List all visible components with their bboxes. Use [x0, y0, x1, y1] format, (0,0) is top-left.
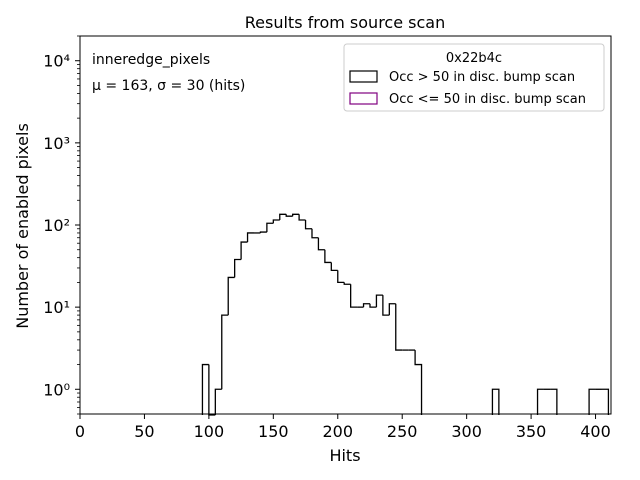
histogram-bin-0-140 [259, 231, 267, 233]
histogram-bin-0-225 [369, 303, 377, 308]
plot-frame [79, 35, 612, 415]
y-axis-label: Number of enabled pixels [13, 123, 32, 329]
histogram-bin-0-110 [221, 314, 229, 390]
x-tick-label: 50 [134, 422, 154, 441]
histogram-bin-0-95 [201, 363, 209, 415]
histogram-bin-0-260 [414, 350, 423, 415]
histogram-bin-0-355 [536, 388, 544, 415]
y-tick-label: 10⁴ [43, 52, 70, 71]
x-tick-label: 350 [516, 422, 547, 441]
x-tick-label: 200 [322, 422, 353, 441]
x-axis-label: Hits [329, 446, 360, 465]
histogram-series-group [201, 213, 610, 416]
x-tick-label: 300 [451, 422, 482, 441]
y-tick-label: 10³ [43, 134, 70, 153]
chart-title: Results from source scan [245, 13, 445, 32]
histogram-bin-0-115 [227, 276, 235, 316]
x-tick-label: 400 [580, 422, 611, 441]
histogram-bin-0-175 [304, 220, 312, 230]
legend-frame [343, 43, 605, 112]
histogram-bin-0-200 [337, 270, 345, 284]
annotation-pixel-group: inneredge_pixels [92, 52, 210, 68]
legend-swatch-occ-low [349, 92, 378, 105]
histogram-bin-0-230 [375, 294, 383, 308]
annotation-statistics: μ = 163, σ = 30 (hits) [92, 78, 245, 94]
histogram-bin-0-195 [330, 262, 338, 272]
histogram-bin-0-170 [298, 214, 306, 221]
histogram-bin-0-210 [350, 284, 358, 308]
legend-swatch-occ-high [349, 70, 378, 83]
histogram-bin-0-405 [601, 388, 610, 415]
histogram-bin-0-220 [362, 303, 370, 308]
histogram-bin-0-160 [285, 214, 293, 217]
histogram-bin-0-180 [311, 228, 319, 239]
histogram-bin-0-320 [491, 388, 500, 415]
histogram-bin-0-130 [246, 232, 254, 243]
histogram-bin-0-120 [234, 258, 242, 278]
histogram-bin-0-150 [272, 219, 280, 224]
histogram-bin-0-240 [388, 303, 396, 316]
histogram-bin-0-165 [292, 213, 300, 217]
y-tick-label: 10¹ [43, 298, 70, 317]
x-tick-label: 100 [194, 422, 225, 441]
y-axis-ticks: 10⁰ 10¹ 10² 10³ 10⁴ [43, 35, 80, 415]
histogram-bin-0-235 [382, 295, 390, 316]
histogram-bin-0-105 [214, 388, 222, 415]
x-tick-label: 250 [387, 422, 418, 441]
y-tick-label: 10² [43, 216, 70, 235]
histogram-bin-0-365 [550, 388, 558, 415]
histogram-bin-0-395 [588, 388, 596, 415]
histogram-bin-0-155 [279, 213, 287, 221]
histogram-bin-0-245 [395, 303, 403, 351]
histogram-bin-0-190 [324, 249, 332, 264]
legend-label-occ-low: Occ <= 50 in disc. bump scan [389, 92, 586, 107]
histogram-bin-0-145 [266, 222, 274, 233]
x-tick-label: 150 [258, 422, 289, 441]
y-tick-label: 10⁰ [43, 380, 70, 399]
x-axis-ticks: 0 50 100 150 200 250 300 350 400 [75, 414, 611, 441]
histogram-bin-0-205 [343, 282, 351, 285]
histogram-bin-0-125 [240, 241, 248, 260]
legend: 0x22b4c Occ > 50 in disc. bump scan Occ … [343, 43, 605, 112]
histogram-bin-0-185 [317, 237, 325, 251]
legend-title: 0x22b4c [446, 51, 502, 66]
legend-label-occ-high: Occ > 50 in disc. bump scan [389, 70, 575, 85]
x-tick-label: 0 [75, 422, 85, 441]
